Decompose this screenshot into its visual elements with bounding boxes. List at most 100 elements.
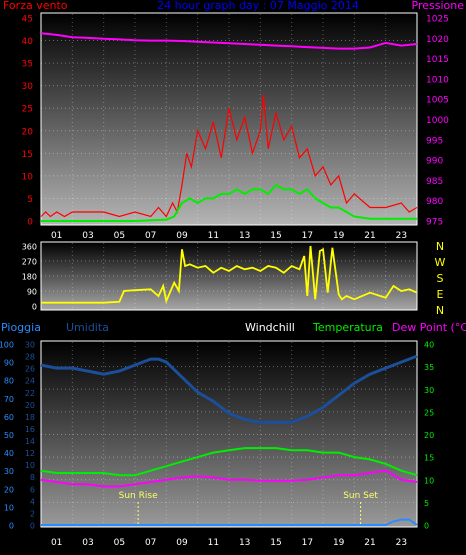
humidity-axis-label: Umidita: [66, 321, 109, 334]
humidity-tick-label: 24: [25, 377, 35, 386]
x-tick-label: 23: [396, 231, 407, 241]
wind-tick-label: 30: [22, 82, 34, 92]
pressure-series-line: [40, 32, 418, 50]
compass-label: N: [436, 304, 444, 317]
wind-axis-label: Forza vento: [3, 0, 68, 12]
rain-tick-label: 50: [4, 431, 14, 440]
x-tick-label: 17: [302, 231, 313, 241]
humidity-tick-label: 8: [30, 473, 35, 482]
pressure-tick-label: 1010: [426, 75, 449, 85]
sunrise-label: Sun Rise: [119, 491, 158, 501]
direction-series-line: [41, 245, 418, 304]
rain-tick-label: 90: [4, 359, 14, 368]
x-tick-label: 11: [208, 231, 219, 241]
wind-tick-label: 15: [22, 150, 33, 160]
x-tick-label: 01: [51, 231, 62, 241]
wind-ticks: 45 40 35 30 25 20 15 10 5 0: [22, 15, 34, 228]
x-tick-label: 21: [364, 538, 375, 548]
compass-label: W: [435, 256, 446, 269]
pressure-tick-label: 980: [426, 197, 443, 207]
humidity-tick-label: 26: [25, 365, 35, 374]
temperature-tick-label: 0: [424, 522, 429, 531]
pressure-tick-label: 1020: [426, 35, 449, 45]
x-tick-label: 15: [270, 538, 281, 548]
rain-tick-label: 40: [4, 449, 14, 458]
x-tick-label: 19: [333, 538, 345, 548]
graph-title: 24 hour graph day : 07 Maggio 2014: [157, 0, 359, 12]
direction-ticks: 360 270 180 90 0: [22, 243, 37, 312]
humidity-tick-label: 20: [25, 401, 35, 410]
rain-axis-label: Pioggia: [1, 321, 41, 334]
humidity-tick-label: 0: [30, 522, 35, 531]
x-tick-label: 01: [51, 538, 62, 548]
windchill-legend: Windchill: [245, 321, 295, 334]
x-tick-label: 15: [270, 231, 281, 241]
humidity-tick-label: 14: [25, 437, 35, 446]
temperature-legend: Temperatura: [312, 321, 383, 334]
gust-series-line: [40, 94, 418, 218]
wind-tick-label: 0: [27, 218, 33, 228]
rain-tick-label: 100: [0, 341, 14, 350]
x-tick-label: 17: [302, 538, 313, 548]
x-tick-label: 21: [364, 231, 375, 241]
dewpoint-legend: Dew Point (°C): [392, 321, 466, 334]
direction-gridlines: [41, 243, 417, 309]
temperature-tick-label: 40: [424, 341, 434, 350]
wind-tick-label: 20: [22, 127, 34, 137]
average-wind-series-line: [41, 183, 417, 222]
humidity-tick-label: 30: [25, 341, 35, 350]
humidity-series-line: [40, 354, 418, 424]
wind-tick-label: 35: [22, 60, 33, 70]
x-tick-label: 07: [145, 538, 156, 548]
sunset-label: Sun Set: [343, 491, 378, 501]
humidity-tick-label: 6: [30, 485, 35, 494]
compass-label: E: [437, 288, 444, 301]
rain-tick-label: 70: [4, 395, 14, 404]
temperature-series-line: [40, 447, 418, 477]
direction-tick-label: 270: [22, 258, 37, 267]
climate-panel-background: [40, 340, 418, 528]
x-tick-label: 13: [239, 538, 250, 548]
pressure-tick-label: 975: [426, 218, 443, 228]
x-tick-label: 13: [239, 231, 250, 241]
wind-tick-label: 5: [27, 195, 33, 205]
pressure-tick-label: 990: [426, 157, 443, 167]
humidity-tick-label: 16: [25, 425, 35, 434]
rain-series-line: [41, 518, 418, 526]
direction-tick-label: 360: [22, 243, 37, 252]
temperature-tick-label: 25: [424, 408, 434, 417]
humidity-tick-label: 18: [25, 413, 35, 422]
pressure-tick-label: 1025: [426, 15, 449, 25]
pressure-axis-label: Pressione: [412, 0, 465, 12]
x-tick-label: 23: [396, 538, 407, 548]
rain-tick-label: 10: [4, 503, 14, 512]
humidity-tick-label: 28: [25, 353, 35, 362]
dewpoint-series-line: [40, 469, 418, 488]
rain-tick-label: 30: [4, 467, 14, 476]
x-tick-label: 09: [176, 231, 188, 241]
direction-tick-label: 180: [22, 273, 37, 282]
x-tick-label: 19: [333, 231, 345, 241]
temperature-ticks: 40 35 30 25 20 15 10 5 0: [424, 341, 434, 531]
x-tick-label: 07: [145, 231, 156, 241]
pressure-tick-label: 1000: [426, 116, 449, 126]
rain-tick-label: 0: [9, 522, 14, 531]
temperature-tick-label: 15: [424, 454, 434, 463]
climate-panel: Pioggia Umidita Windchill Temperatura De…: [0, 321, 466, 548]
x-tick-label: 03: [82, 231, 93, 241]
pressure-tick-label: 1005: [426, 96, 449, 106]
rain-tick-label: 20: [4, 485, 14, 494]
x-tick-label: 05: [114, 538, 125, 548]
temperature-tick-label: 5: [424, 499, 429, 508]
wind-tick-label: 40: [22, 37, 34, 47]
direction-tick-label: 90: [27, 288, 37, 297]
wind-hour-ticks: 01 03 05 07 09 11 13 15 17 19 21 23: [51, 231, 407, 241]
x-tick-label: 09: [176, 538, 188, 548]
wind-tick-label: 25: [22, 105, 33, 115]
temperature-tick-label: 10: [424, 476, 434, 485]
temperature-tick-label: 35: [424, 363, 434, 372]
